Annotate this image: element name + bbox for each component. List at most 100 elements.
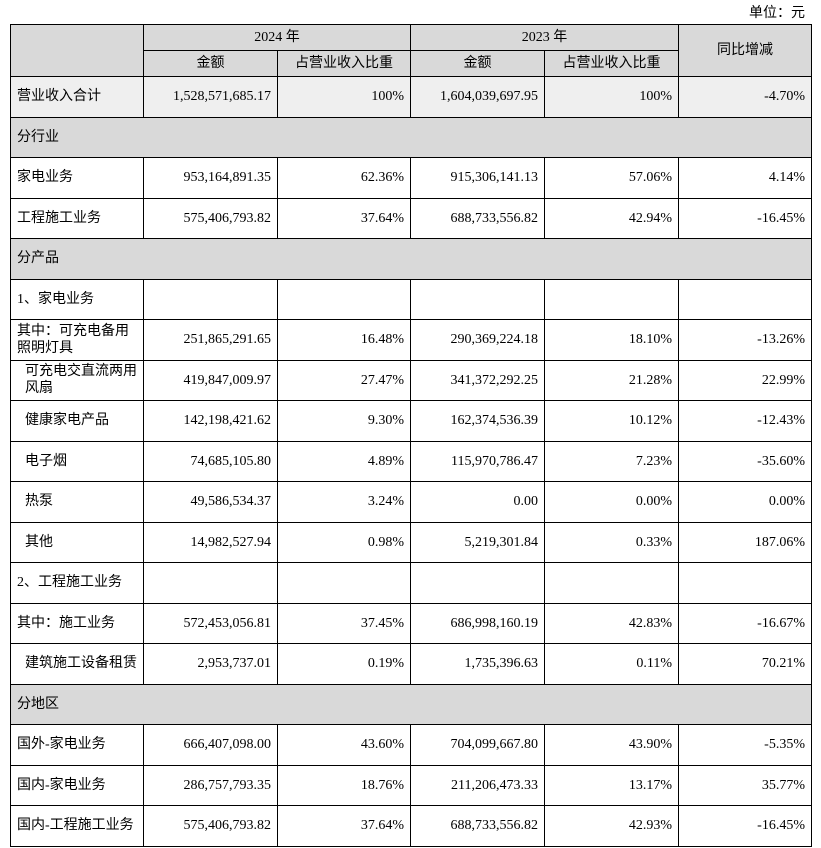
header-cell: 金额: [410, 50, 545, 77]
value-cell: 74,685,105.80: [143, 440, 278, 482]
data-row: 其中：施工业务 572,453,056.81 37.45% 686,998,160.1…: [10, 602, 812, 644]
value-cell: [544, 562, 679, 604]
value-cell: [410, 278, 545, 320]
value-cell: 62.36%: [277, 157, 411, 199]
value-cell: 0.11%: [544, 643, 679, 685]
value-cell: [277, 562, 411, 604]
header-row: 金额 占营业收入比重 金额 占营业收入比重: [11, 50, 812, 77]
section-row: 分行业: [10, 116, 812, 158]
value-cell: -16.67%: [678, 602, 812, 644]
value-cell: 0.19%: [277, 643, 411, 685]
data-row: 工程施工业务 575,406,793.82 37.64% 688,733,556.82…: [10, 197, 812, 239]
section-cell: 分地区: [10, 683, 812, 725]
value-cell: 43.90%: [544, 724, 679, 766]
data-row: 建筑施工设备租赁 2,953,737.01 0.19% 1,735,396.63 0.1…: [10, 643, 812, 685]
value-cell: [678, 278, 812, 320]
value-cell: 10.12%: [544, 400, 679, 442]
value-cell: 13.17%: [544, 764, 679, 806]
row-label: 2、工程施工业务: [10, 562, 144, 604]
data-row: 2、工程施工业务: [10, 562, 812, 604]
value-cell: 37.64%: [277, 805, 411, 847]
row-label: 国外-家电业务: [10, 724, 144, 766]
value-cell: 953,164,891.35: [143, 157, 278, 199]
value-cell: 142,198,421.62: [143, 400, 278, 442]
data-row: 其中：可充电备用照明灯具 251,865,291.65 16.48% 290,369,…: [10, 319, 812, 361]
row-label: 1、家电业务: [10, 278, 144, 320]
header-cell: 同比增减: [678, 24, 812, 77]
value-cell: 4.14%: [678, 157, 812, 199]
data-row: 国内-家电业务 286,757,793.35 18.76% 211,206,473.3…: [10, 764, 812, 806]
value-cell: 22.99%: [678, 359, 812, 401]
section-row: 分产品: [10, 238, 812, 280]
value-cell: 21.28%: [544, 359, 679, 401]
value-cell: -12.43%: [678, 400, 812, 442]
value-cell: 341,372,292.25: [410, 359, 545, 401]
value-cell: 4.89%: [277, 440, 411, 482]
section-cell: 分产品: [10, 238, 812, 280]
value-cell: 211,206,473.33: [410, 764, 545, 806]
value-cell: -35.60%: [678, 440, 812, 482]
row-label: 家电业务: [10, 157, 144, 199]
value-cell: [544, 278, 679, 320]
row-label: 国内-工程施工业务: [10, 805, 144, 847]
value-cell: 286,757,793.35: [143, 764, 278, 806]
value-cell: 686,998,160.19: [410, 602, 545, 644]
value-cell: 57.06%: [544, 157, 679, 199]
data-row: 电子烟 74,685,105.80 4.89% 115,970,786.47 7.23%…: [10, 440, 812, 482]
value-cell: 0.00%: [678, 481, 812, 523]
header-cell: 金额: [143, 50, 278, 77]
value-cell: -4.70%: [678, 76, 812, 118]
value-cell: 37.45%: [277, 602, 411, 644]
value-cell: 162,374,536.39: [410, 400, 545, 442]
value-cell: 251,865,291.65: [143, 319, 278, 361]
value-cell: 100%: [544, 76, 679, 118]
value-cell: 42.83%: [544, 602, 679, 644]
data-row: 国内-工程施工业务 575,406,793.82 37.64% 688,733,556…: [10, 805, 812, 847]
value-cell: 42.93%: [544, 805, 679, 847]
row-label: 其中：施工业务: [10, 602, 144, 644]
header-cell: 占营业收入比重: [277, 50, 411, 77]
value-cell: 688,733,556.82: [410, 805, 545, 847]
value-cell: -16.45%: [678, 805, 812, 847]
value-cell: 187.06%: [678, 521, 812, 563]
value-cell: 16.48%: [277, 319, 411, 361]
value-cell: -13.26%: [678, 319, 812, 361]
row-label: 工程施工业务: [10, 197, 144, 239]
value-cell: 42.94%: [544, 197, 679, 239]
value-cell: 49,586,534.37: [143, 481, 278, 523]
unit-label: 单位：元: [749, 6, 805, 21]
value-cell: 1,528,571,685.17: [143, 76, 278, 118]
value-cell: 18.10%: [544, 319, 679, 361]
value-cell: 290,369,224.18: [410, 319, 545, 361]
value-cell: 27.47%: [277, 359, 411, 401]
value-cell: 704,099,667.80: [410, 724, 545, 766]
value-cell: 572,453,056.81: [143, 602, 278, 644]
value-cell: 37.64%: [277, 197, 411, 239]
value-cell: 43.60%: [277, 724, 411, 766]
header-cell: [10, 24, 144, 77]
section-cell: 分行业: [10, 116, 812, 158]
row-label: 热泵: [10, 481, 144, 523]
row-label: 电子烟: [10, 440, 144, 482]
row-label: 健康家电产品: [10, 400, 144, 442]
row-label: 营业收入合计: [10, 76, 144, 118]
value-cell: 688,733,556.82: [410, 197, 545, 239]
value-cell: 2,953,737.01: [143, 643, 278, 685]
value-cell: [410, 562, 545, 604]
row-label: 其他: [10, 521, 144, 563]
value-cell: 35.77%: [678, 764, 812, 806]
data-row: 营业收入合计 1,528,571,685.17 100% 1,604,039,697.…: [10, 76, 812, 118]
value-cell: -5.35%: [678, 724, 812, 766]
row-label: 国内-家电业务: [10, 764, 144, 806]
table-body: 2024 年 2023 年 同比增减 金额 占营业收入比重 金额 占营业收入比重…: [10, 24, 812, 847]
value-cell: 1,735,396.63: [410, 643, 545, 685]
value-cell: 3.24%: [277, 481, 411, 523]
value-cell: 575,406,793.82: [143, 805, 278, 847]
value-cell: 9.30%: [277, 400, 411, 442]
revenue-table: 2024 年 2023 年 同比增减 金额 占营业收入比重 金额 占营业收入比重…: [10, 24, 812, 847]
data-row: 可充电交直流两用风扇 419,847,009.97 27.47% 341,372,29…: [10, 359, 812, 401]
value-cell: 575,406,793.82: [143, 197, 278, 239]
value-cell: 115,970,786.47: [410, 440, 545, 482]
data-row: 其他 14,982,527.94 0.98% 5,219,301.84 0.33% 187…: [10, 521, 812, 563]
